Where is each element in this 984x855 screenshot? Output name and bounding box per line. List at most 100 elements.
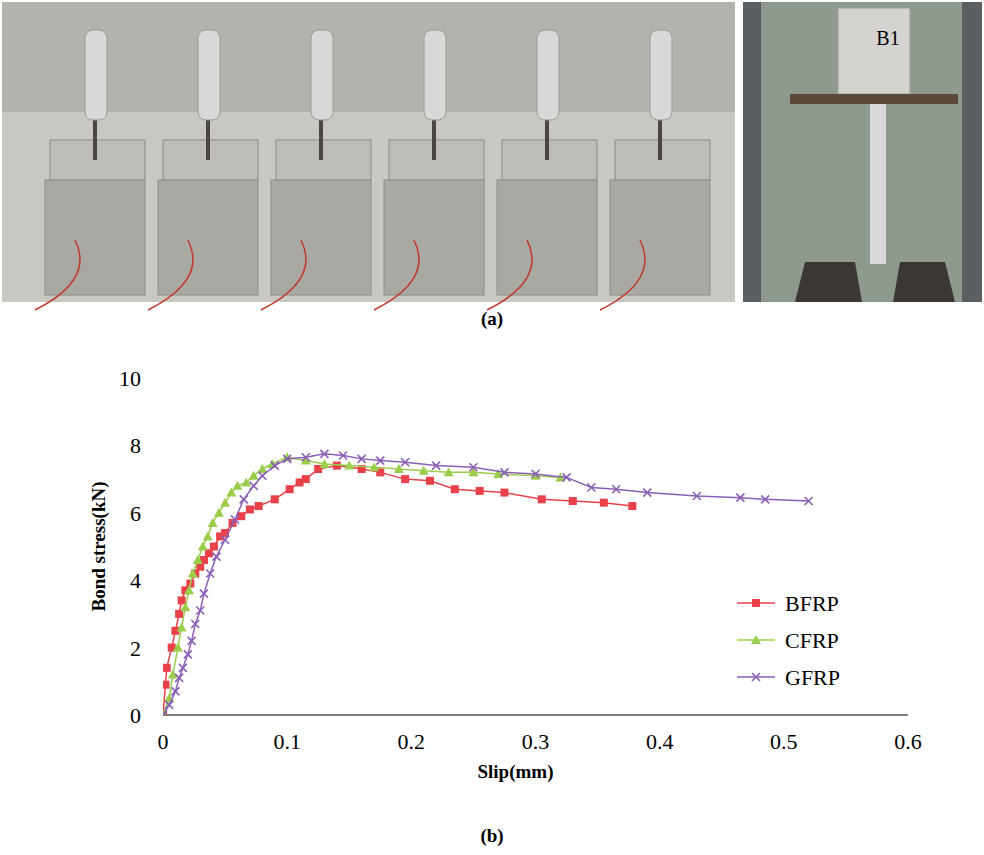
point	[240, 495, 248, 503]
point	[469, 463, 477, 471]
point	[432, 462, 440, 470]
point	[163, 681, 169, 689]
y-tick-label: 10	[119, 366, 141, 391]
point	[286, 485, 294, 493]
point	[401, 475, 409, 483]
anchor-cylinder	[311, 30, 333, 120]
point	[531, 471, 541, 480]
wire	[35, 240, 80, 310]
point	[532, 470, 540, 478]
point	[612, 485, 620, 493]
x-tick-label: 0.2	[398, 729, 426, 754]
series-line	[163, 454, 809, 715]
anchor-cylinder	[424, 30, 446, 120]
anchor-cylinder	[198, 30, 220, 120]
legend-label: CFRP	[785, 628, 839, 653]
concrete-cube	[610, 180, 710, 295]
point	[188, 637, 196, 645]
x-tick-label: 0.6	[894, 729, 922, 754]
x-tick-label: 0.3	[522, 729, 550, 754]
concrete-cube	[502, 140, 597, 180]
point	[210, 543, 218, 551]
point	[283, 455, 291, 463]
point	[419, 466, 429, 475]
point	[302, 453, 310, 461]
point	[179, 664, 187, 672]
point	[184, 650, 192, 658]
point	[426, 477, 434, 485]
concrete-cube	[45, 180, 145, 295]
anchor-cylinder	[650, 30, 672, 120]
series-line	[163, 457, 560, 715]
photo-left	[2, 2, 735, 302]
machine-column	[743, 2, 761, 302]
point	[444, 467, 454, 476]
point	[600, 499, 608, 507]
x-axis-title: Slip(mm)	[478, 761, 554, 783]
concrete-cube	[389, 140, 484, 180]
support	[893, 262, 955, 302]
point	[165, 701, 173, 709]
point	[191, 620, 199, 628]
concrete-cube	[271, 180, 371, 295]
x-tick-label: 0.4	[646, 729, 674, 754]
point	[196, 607, 204, 615]
point	[250, 482, 258, 490]
y-tick-label: 0	[130, 703, 141, 728]
point	[177, 622, 187, 631]
point	[249, 471, 259, 480]
y-tick-label: 8	[130, 433, 141, 458]
point	[587, 484, 595, 492]
support	[795, 262, 862, 302]
legend: BFRP CFRP GFRP	[737, 591, 840, 690]
point	[221, 536, 229, 544]
legend-label: GFRP	[785, 665, 840, 690]
point	[271, 462, 279, 470]
wire	[148, 240, 193, 310]
point	[538, 495, 546, 503]
x-tick-label: 0.1	[273, 729, 301, 754]
point	[761, 495, 769, 503]
bar	[870, 104, 886, 264]
concrete-cube	[384, 180, 484, 295]
photo-wall	[2, 2, 735, 112]
point	[258, 472, 266, 480]
series-line	[163, 466, 632, 715]
wire	[487, 240, 532, 310]
point	[233, 481, 243, 490]
point	[319, 459, 329, 468]
point	[208, 518, 218, 527]
wire	[261, 240, 306, 310]
point	[401, 458, 409, 466]
point	[203, 531, 213, 540]
loading-plate	[790, 94, 958, 104]
point	[451, 485, 459, 493]
figure: B1(a)00.10.20.30.40.50.60246810Slip(mm)B…	[0, 0, 984, 855]
point	[476, 487, 484, 495]
photo-panel: B1	[2, 2, 982, 310]
anchor-cylinder	[85, 30, 107, 120]
point	[246, 505, 254, 513]
point	[376, 457, 384, 465]
point	[231, 516, 239, 524]
legend-label: BFRP	[785, 591, 839, 616]
legend-marker	[752, 673, 760, 681]
point	[175, 674, 183, 682]
point	[344, 461, 354, 470]
legend-marker	[752, 599, 760, 607]
panel-label: (b)	[480, 825, 503, 847]
y-tick-label: 2	[130, 636, 141, 661]
point	[500, 468, 508, 476]
x-tick-label: 0.5	[770, 729, 798, 754]
anchor-cylinder	[537, 30, 559, 120]
y-tick-label: 6	[130, 501, 141, 526]
point	[693, 492, 701, 500]
point	[271, 495, 279, 503]
point	[255, 502, 263, 510]
point	[628, 502, 636, 510]
point	[320, 450, 328, 458]
plot-area	[163, 450, 813, 715]
point	[168, 670, 178, 679]
legend-marker	[751, 635, 761, 644]
point	[214, 508, 224, 517]
